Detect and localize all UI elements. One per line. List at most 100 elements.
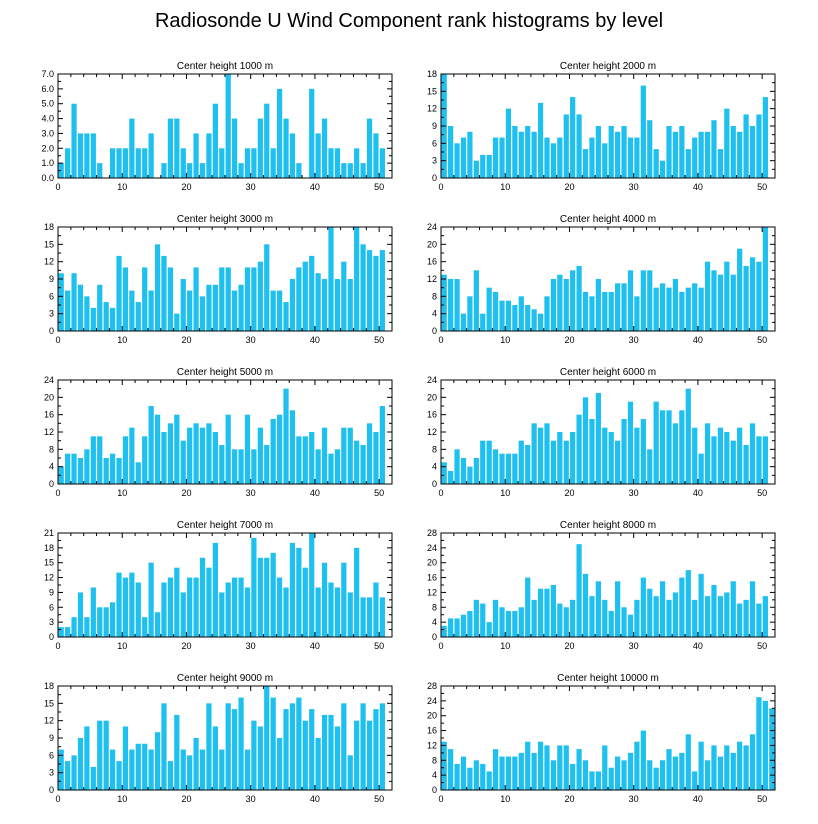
y-tick-label: 0 <box>432 326 437 336</box>
y-tick-label: 12 <box>427 274 437 284</box>
bar <box>366 597 373 637</box>
bar <box>65 290 71 331</box>
bar <box>492 749 499 790</box>
bar <box>193 738 199 790</box>
y-tick-label: 3 <box>432 156 437 166</box>
bar <box>653 596 659 637</box>
y-tick-label: 6 <box>49 602 54 612</box>
bar <box>717 756 724 790</box>
y-tick-label: 16 <box>427 573 437 583</box>
bar <box>354 547 360 637</box>
bar <box>595 126 601 178</box>
bar <box>704 131 711 178</box>
bar <box>328 227 334 331</box>
bar <box>640 730 646 790</box>
bar <box>58 273 64 331</box>
bar <box>283 388 289 484</box>
bar <box>161 163 167 178</box>
bar <box>576 749 582 790</box>
bar <box>334 449 341 484</box>
bar <box>749 257 756 331</box>
bar <box>187 290 193 331</box>
bar <box>698 287 704 331</box>
bar <box>212 542 218 637</box>
bar <box>270 419 276 484</box>
x-tick-label: 50 <box>374 335 384 345</box>
bar <box>647 588 653 637</box>
y-tick-label: 18 <box>44 543 54 553</box>
y-tick-label: 16 <box>427 726 437 736</box>
bar <box>602 143 608 178</box>
bar <box>679 577 685 637</box>
bar <box>679 752 685 790</box>
y-tick-label: 0 <box>432 632 437 642</box>
bar <box>65 148 71 178</box>
bar <box>576 544 582 637</box>
bar <box>90 133 96 178</box>
bar <box>129 118 135 178</box>
y-tick-label: 18 <box>427 69 437 79</box>
bar <box>109 602 116 637</box>
bar <box>238 284 244 331</box>
bar <box>180 279 186 331</box>
bar <box>148 749 154 790</box>
x-tick-label: 0 <box>438 794 443 804</box>
bar <box>251 537 257 637</box>
bar <box>505 453 512 484</box>
bar <box>238 163 244 178</box>
bar <box>77 738 84 790</box>
y-tick-label: 0 <box>49 632 54 642</box>
bar <box>544 296 550 331</box>
bar <box>77 592 84 637</box>
bar <box>276 414 283 484</box>
bar <box>602 745 608 790</box>
bar <box>512 756 518 790</box>
x-tick-label: 20 <box>564 335 574 345</box>
y-tick-label: 24 <box>427 222 437 232</box>
bar <box>692 427 698 484</box>
bar <box>486 287 492 331</box>
bar <box>84 133 90 178</box>
bar <box>756 436 762 484</box>
bar <box>373 255 379 331</box>
x-tick-label: 10 <box>500 182 510 192</box>
bar <box>366 118 373 178</box>
bar <box>704 261 711 331</box>
bar <box>589 419 595 484</box>
bar <box>174 118 180 178</box>
bar <box>537 588 544 637</box>
bar <box>219 592 225 637</box>
bar <box>84 617 90 637</box>
bar <box>531 599 537 637</box>
bar <box>315 273 321 331</box>
x-tick-label: 20 <box>181 335 191 345</box>
y-tick-label: 0 <box>49 785 54 795</box>
bar <box>283 302 289 331</box>
bar <box>762 97 768 178</box>
bar <box>570 599 576 637</box>
bar <box>97 284 103 331</box>
x-tick-label: 50 <box>374 488 384 498</box>
bar <box>187 163 193 178</box>
bar <box>232 577 238 637</box>
bar <box>627 401 634 484</box>
y-tick-label: 12 <box>44 257 54 267</box>
bar <box>595 393 601 484</box>
bar <box>315 587 321 637</box>
bar <box>354 720 360 790</box>
x-tick-label: 20 <box>564 794 574 804</box>
bar <box>302 261 308 331</box>
bar <box>65 453 71 484</box>
bar <box>135 148 141 178</box>
y-tick-label: 4 <box>432 770 437 780</box>
bar <box>154 414 161 484</box>
bar <box>441 625 447 637</box>
x-tick-label: 0 <box>55 641 60 651</box>
bar <box>129 749 135 790</box>
x-tick-label: 30 <box>246 794 256 804</box>
bar <box>743 445 749 484</box>
bar <box>161 582 167 637</box>
bar <box>238 577 244 637</box>
bar <box>724 745 730 790</box>
bar <box>187 577 193 637</box>
